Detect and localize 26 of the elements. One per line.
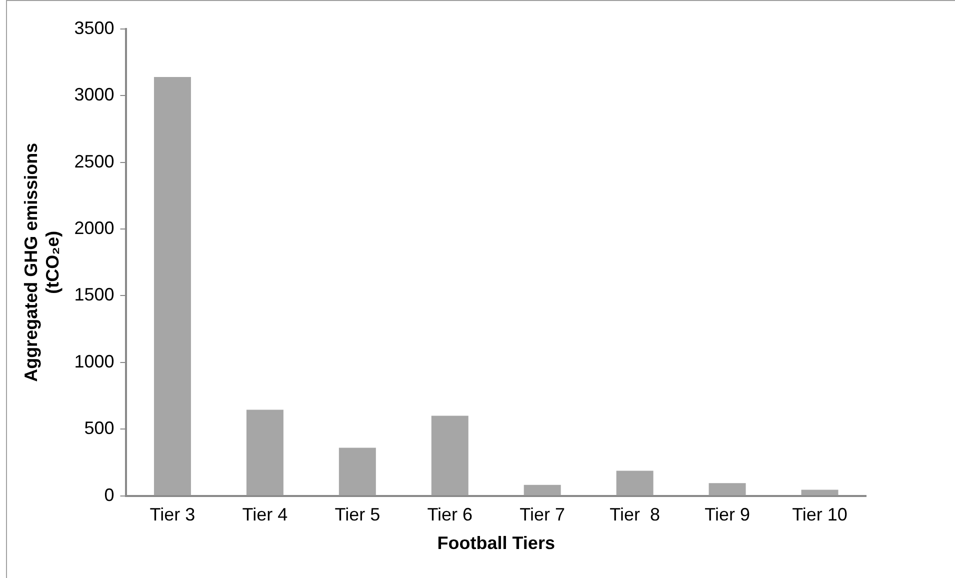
- y-tick-label: 1000: [74, 351, 114, 372]
- x-tick-label: Tier 3: [150, 504, 196, 525]
- bar: [524, 484, 561, 496]
- x-tick-label: Tier 4: [242, 504, 288, 525]
- y-tick-label: 1500: [74, 284, 114, 305]
- y-axis-title: Aggregated GHG emissions (tCO₂e): [20, 142, 62, 382]
- y-tick-label: 3000: [74, 84, 114, 105]
- bar: [338, 448, 376, 496]
- x-axis-title: Football Tiers: [437, 533, 555, 554]
- bar: [431, 416, 468, 496]
- y-tick-label: 500: [84, 418, 114, 438]
- bar: [801, 490, 838, 496]
- y-tick-label: 2000: [74, 218, 114, 238]
- y-tick-label: 0: [104, 484, 114, 505]
- x-tick-label: Tier 6: [427, 504, 473, 525]
- x-tick-label: Tier 9: [704, 504, 750, 525]
- x-tick-label: Tier 8: [610, 504, 660, 525]
- y-tick-label: 2500: [74, 151, 114, 172]
- bar: [154, 77, 191, 496]
- bar: [708, 483, 746, 496]
- x-tick-label: Tier 7: [520, 504, 566, 525]
- x-tick-label: Tier 10: [792, 504, 848, 525]
- y-tick-label: 3500: [74, 18, 114, 38]
- bar: [246, 410, 284, 496]
- x-tick-label: Tier 5: [334, 504, 380, 525]
- bar: [616, 470, 654, 496]
